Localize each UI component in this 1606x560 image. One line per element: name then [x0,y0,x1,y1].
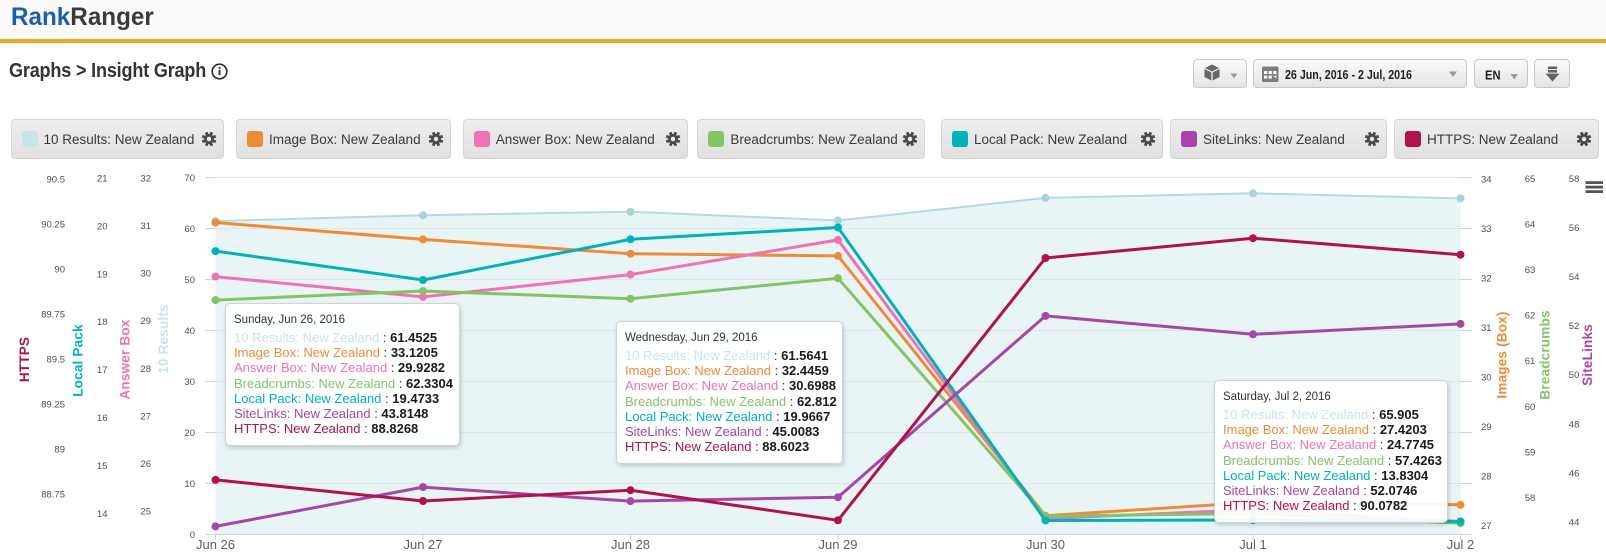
svg-text:48: 48 [1569,419,1580,430]
svg-text:Images (Box): Images (Box) [1494,311,1509,398]
svg-text:10 Results: 10 Results [156,304,171,374]
svg-text:27: 27 [140,411,151,422]
svg-text:34: 34 [1481,175,1492,186]
svg-text:HTTPS: HTTPS [17,337,32,382]
svg-text:44: 44 [1569,517,1580,528]
svg-text:60: 60 [184,224,195,235]
svg-text:14: 14 [97,509,108,520]
svg-text:89.5: 89.5 [47,354,66,365]
svg-text:90: 90 [54,264,65,275]
svg-text:20: 20 [97,221,108,232]
svg-text:61: 61 [1525,356,1536,367]
svg-text:EN: EN [1485,68,1501,83]
svg-text:58: 58 [1525,493,1536,504]
svg-text:63: 63 [1525,265,1536,276]
svg-text:SiteLinks: SiteLinks [1580,324,1595,386]
svg-text:62: 62 [1525,311,1536,322]
svg-text:33: 33 [1481,224,1492,235]
svg-text:30: 30 [184,377,195,388]
svg-text:58: 58 [1569,174,1580,185]
svg-text:27: 27 [1481,521,1492,532]
svg-text:18: 18 [97,317,108,328]
svg-text:Jun 28: Jun 28 [611,537,650,552]
svg-text:30: 30 [140,269,151,280]
svg-text:Jul 2: Jul 2 [1447,537,1474,552]
svg-text:Jun 29: Jun 29 [818,537,857,552]
svg-text:88.75: 88.75 [41,489,65,500]
svg-text:21: 21 [97,174,108,185]
svg-text:17: 17 [97,365,108,376]
svg-text:50: 50 [1569,370,1580,381]
svg-text:65: 65 [1525,174,1536,185]
svg-text:Jun 30: Jun 30 [1026,537,1065,552]
svg-text:25: 25 [140,506,151,517]
svg-text:54: 54 [1569,272,1580,283]
svg-text:20: 20 [184,428,195,439]
svg-text:50: 50 [184,275,195,286]
svg-text:Answer Box: Answer Box [118,319,133,399]
svg-text:29: 29 [140,316,151,327]
svg-text:32: 32 [1481,274,1492,285]
svg-text:28: 28 [1481,472,1492,483]
svg-text:70: 70 [184,173,195,184]
svg-text:56: 56 [1569,223,1580,234]
svg-text:46: 46 [1569,468,1580,479]
svg-text:60: 60 [1525,402,1536,413]
svg-text:19: 19 [97,269,108,280]
svg-text:90.5: 90.5 [47,174,66,185]
svg-text:26 Jun, 2016 - 2 Jul, 2016: 26 Jun, 2016 - 2 Jul, 2016 [1285,67,1412,82]
svg-text:29: 29 [1481,422,1492,433]
svg-text:0: 0 [190,530,195,541]
svg-text:89: 89 [54,444,65,455]
svg-text:89.75: 89.75 [41,309,65,320]
svg-text:30: 30 [1481,373,1492,384]
svg-text:28: 28 [140,364,151,375]
svg-text:32: 32 [140,174,151,185]
svg-text:Jul 1: Jul 1 [1239,537,1266,552]
svg-text:59: 59 [1525,447,1536,458]
svg-text:64: 64 [1525,220,1536,231]
svg-text:Breadcrumbs: Breadcrumbs [1538,310,1553,399]
svg-text:90.25: 90.25 [41,219,65,230]
svg-text:26: 26 [140,459,151,470]
svg-text:Local Pack: Local Pack [70,324,85,397]
svg-text:10: 10 [184,479,195,490]
svg-text:89.25: 89.25 [41,399,65,410]
svg-text:16: 16 [97,413,108,424]
svg-text:31: 31 [140,221,151,232]
svg-text:31: 31 [1481,323,1492,334]
svg-text:40: 40 [184,326,195,337]
svg-text:15: 15 [97,461,108,472]
svg-text:Jun 27: Jun 27 [403,537,442,552]
svg-text:52: 52 [1569,321,1580,332]
svg-text:Jun 26: Jun 26 [196,537,235,552]
